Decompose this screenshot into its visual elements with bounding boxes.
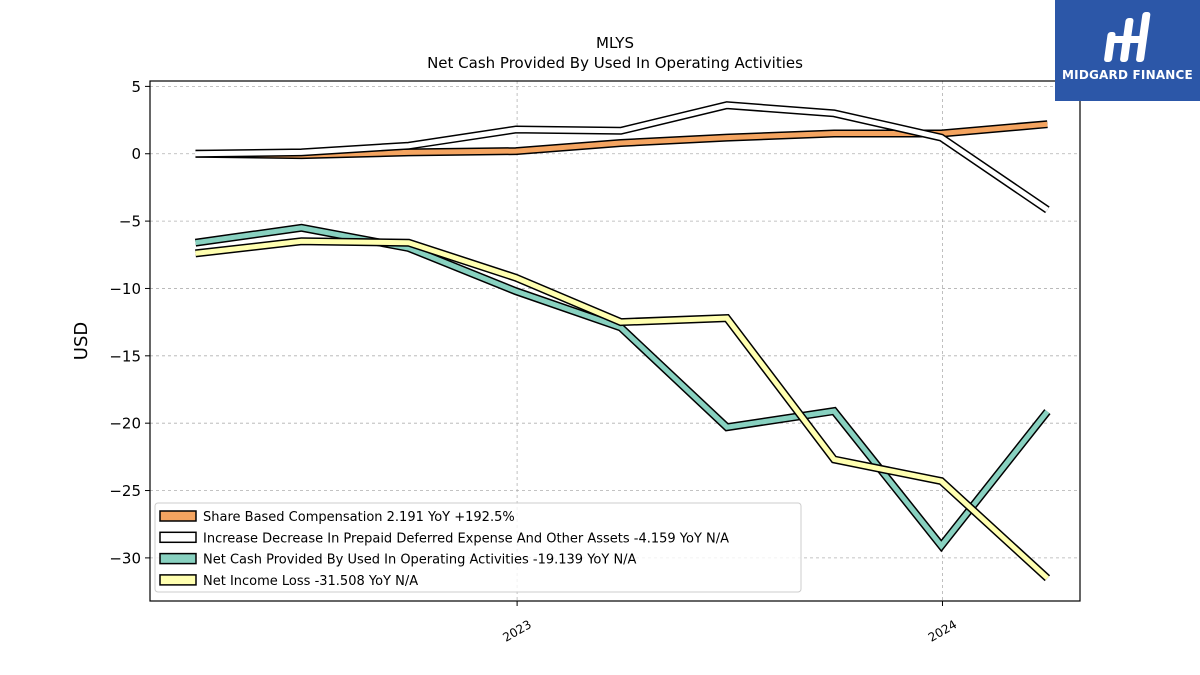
y-tick-label: −5 bbox=[119, 213, 141, 231]
legend-label: Net Income Loss -31.508 YoY N/A bbox=[203, 574, 418, 589]
plot-frame bbox=[149, 80, 1081, 602]
legend-box bbox=[154, 502, 802, 593]
y-tick-label: −25 bbox=[109, 482, 141, 500]
y-tick-label: 5 bbox=[131, 78, 141, 96]
y-tick-label: −20 bbox=[109, 415, 141, 433]
series-lines bbox=[194, 101, 1051, 582]
legend-swatch bbox=[159, 510, 197, 522]
legend-label: Net Cash Provided By Used In Operating A… bbox=[203, 553, 637, 568]
y-tick-label: −10 bbox=[109, 280, 141, 298]
chart-subtitle: Net Cash Provided By Used In Operating A… bbox=[427, 54, 803, 72]
y-axis-ticks: 5 0 −5 −10 −15 −20 −25 −30 bbox=[109, 78, 150, 567]
logo-text: MIDGARD FINANCE bbox=[1062, 68, 1193, 82]
legend: Share Based Compensation 2.191 YoY +192.… bbox=[154, 502, 802, 593]
series-line bbox=[195, 238, 1050, 581]
midgard-logo-icon bbox=[1104, 12, 1151, 62]
legend-swatch bbox=[159, 574, 197, 586]
y-tick-label: −15 bbox=[109, 347, 141, 365]
grid-lines bbox=[150, 81, 1080, 601]
x-tick-label: 2023 bbox=[500, 617, 533, 644]
legend-swatch bbox=[159, 531, 197, 544]
x-axis-ticks: 2023 2024 bbox=[500, 601, 959, 645]
chart-title: MLYS bbox=[596, 34, 634, 52]
legend-swatch bbox=[159, 552, 197, 565]
x-tick-label: 2024 bbox=[926, 617, 959, 644]
series-line bbox=[195, 102, 1049, 212]
y-tick-label: 0 bbox=[131, 145, 141, 163]
y-axis-label: USD bbox=[71, 322, 92, 360]
series-line-outline bbox=[194, 223, 1051, 553]
legend-label: Share Based Compensation 2.191 YoY +192.… bbox=[203, 510, 515, 525]
series-line bbox=[195, 225, 1050, 550]
brand-logo: MIDGARD FINANCE bbox=[1055, 0, 1200, 101]
legend-label: Increase Decrease In Prepaid Deferred Ex… bbox=[203, 531, 729, 546]
y-tick-label: −30 bbox=[109, 549, 141, 567]
